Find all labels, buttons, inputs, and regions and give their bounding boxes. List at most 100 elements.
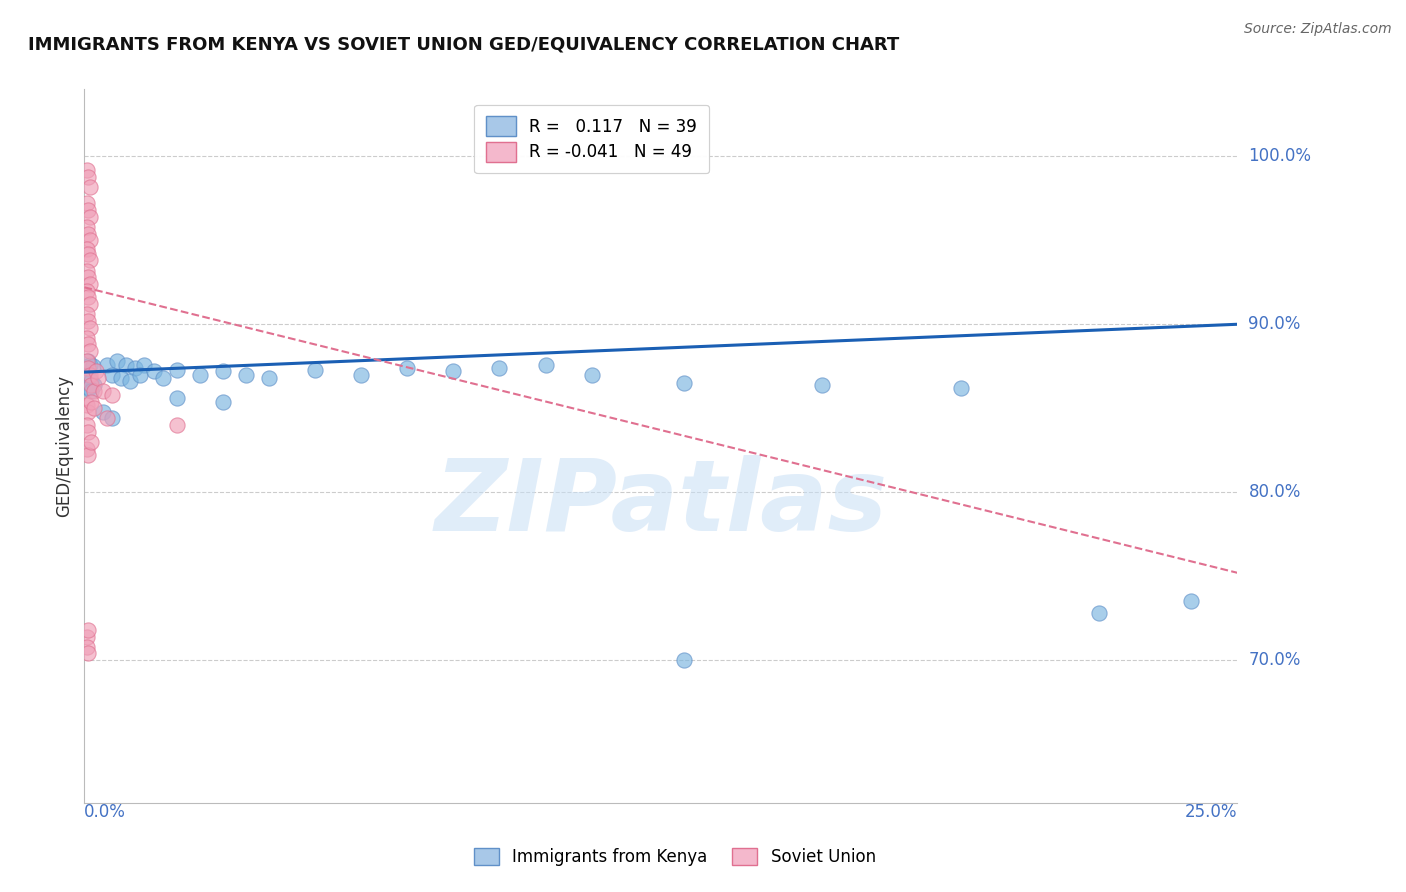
Point	[304, 362, 326, 376]
Point	[83, 377, 105, 392]
Point	[96, 411, 118, 425]
Point	[77, 290, 100, 304]
Point	[76, 284, 98, 298]
Point	[80, 377, 103, 392]
Point	[1088, 606, 1111, 620]
Point	[101, 411, 124, 425]
Point	[76, 263, 98, 277]
Point	[96, 358, 118, 372]
Point	[124, 360, 146, 375]
Point	[166, 362, 188, 376]
Point	[76, 331, 98, 345]
Point	[76, 354, 98, 368]
Point	[80, 375, 103, 389]
Point	[91, 384, 114, 399]
Point	[105, 354, 128, 368]
Point	[235, 368, 257, 382]
Point	[79, 253, 101, 268]
Point	[91, 404, 114, 418]
Text: IMMIGRANTS FROM KENYA VS SOVIET UNION GED/EQUIVALENCY CORRELATION CHART: IMMIGRANTS FROM KENYA VS SOVIET UNION GE…	[28, 36, 900, 54]
Point	[76, 398, 98, 412]
Point	[534, 358, 557, 372]
Point	[77, 354, 100, 368]
Point	[77, 169, 100, 184]
Point	[110, 371, 132, 385]
Text: 70.0%: 70.0%	[1249, 651, 1301, 669]
Point	[77, 623, 100, 637]
Point	[120, 375, 142, 389]
Text: 90.0%: 90.0%	[1249, 315, 1301, 334]
Text: ZIPatlas: ZIPatlas	[434, 455, 887, 551]
Point	[76, 162, 98, 177]
Point	[77, 270, 100, 285]
Point	[77, 371, 100, 385]
Point	[80, 384, 103, 399]
Point	[79, 210, 101, 224]
Point	[77, 425, 100, 439]
Point	[80, 434, 103, 449]
Point	[77, 360, 100, 375]
Point	[80, 394, 103, 409]
Point	[87, 371, 110, 385]
Point	[811, 377, 834, 392]
Point	[488, 360, 510, 375]
Point	[101, 368, 124, 382]
Point	[77, 448, 100, 462]
Point	[949, 381, 972, 395]
Point	[77, 646, 100, 660]
Point	[115, 358, 138, 372]
Text: 80.0%: 80.0%	[1249, 483, 1301, 501]
Text: 0.0%: 0.0%	[84, 803, 127, 821]
Point	[77, 314, 100, 328]
Point	[142, 364, 165, 378]
Point	[79, 297, 101, 311]
Point	[82, 359, 104, 374]
Point	[77, 203, 100, 218]
Point	[76, 630, 98, 644]
Point	[101, 388, 124, 402]
Point	[79, 233, 101, 247]
Point	[77, 337, 100, 351]
Point	[257, 371, 280, 385]
Point	[77, 381, 100, 395]
Point	[396, 360, 419, 375]
Point	[84, 364, 107, 378]
Point	[76, 442, 98, 456]
Point	[77, 404, 100, 418]
Point	[166, 391, 188, 405]
Point	[79, 320, 101, 334]
Point	[79, 179, 101, 194]
Point	[79, 368, 101, 382]
Y-axis label: GED/Equivalency: GED/Equivalency	[55, 375, 73, 517]
Point	[672, 376, 695, 390]
Point	[211, 364, 233, 378]
Point	[1180, 594, 1202, 608]
Point	[76, 219, 98, 234]
Text: 100.0%: 100.0%	[1249, 147, 1312, 165]
Text: Source: ZipAtlas.com: Source: ZipAtlas.com	[1244, 22, 1392, 37]
Point	[581, 368, 603, 382]
Point	[79, 358, 101, 372]
Point	[76, 417, 98, 432]
Point	[128, 368, 150, 382]
Point	[211, 394, 233, 409]
Point	[188, 368, 211, 382]
Point	[77, 227, 100, 241]
Text: 25.0%: 25.0%	[1185, 803, 1237, 821]
Point	[441, 364, 464, 378]
Point	[134, 358, 156, 372]
Point	[79, 344, 101, 359]
Point	[76, 196, 98, 211]
Point	[76, 242, 98, 256]
Point	[166, 417, 188, 432]
Legend: R =   0.117   N = 39, R = -0.041   N = 49: R = 0.117 N = 39, R = -0.041 N = 49	[474, 104, 709, 173]
Point	[77, 246, 100, 260]
Legend: Immigrants from Kenya, Soviet Union: Immigrants from Kenya, Soviet Union	[465, 840, 884, 875]
Point	[79, 277, 101, 291]
Point	[152, 371, 174, 385]
Point	[672, 653, 695, 667]
Point	[83, 384, 105, 399]
Point	[76, 640, 98, 654]
Point	[76, 307, 98, 321]
Point	[83, 401, 105, 416]
